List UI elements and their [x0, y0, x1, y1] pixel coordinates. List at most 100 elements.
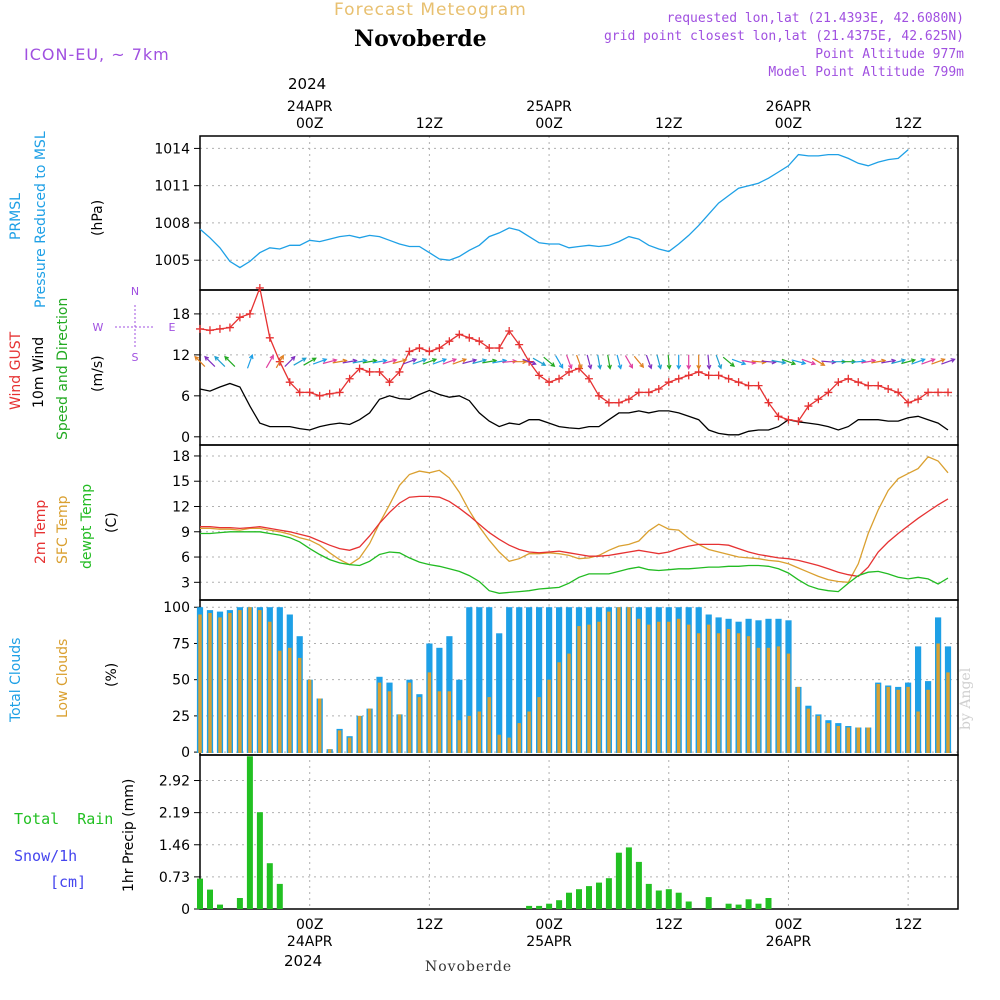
total-cloud-bar — [516, 607, 523, 753]
total-cloud-bar — [526, 607, 533, 753]
y-tick-label: 12 — [172, 499, 190, 515]
low-cloud-bar — [776, 646, 781, 753]
gust-marker — [515, 340, 524, 349]
rain-bar — [566, 892, 572, 909]
rain-bar — [615, 852, 622, 909]
low-cloud-bar — [816, 715, 821, 753]
low-cloud-bar — [876, 684, 880, 753]
low-cloud-bar — [288, 647, 292, 753]
low-cloud-bar — [856, 727, 860, 753]
low-cloud-bar — [647, 624, 651, 753]
low-cloud-bar — [756, 647, 761, 753]
gust-marker — [455, 330, 464, 339]
gust-marker — [644, 388, 653, 397]
low-cloud-bar — [896, 689, 900, 753]
bottom-time-label: 12Z — [416, 917, 443, 933]
low-cloud-bar — [617, 607, 621, 753]
rain-bar — [576, 889, 582, 909]
wind-direction-arrow — [607, 354, 612, 370]
gust-marker — [315, 391, 324, 400]
gust-marker — [654, 385, 663, 394]
rain-bar — [256, 812, 263, 909]
direction-label: Speed and Direction — [55, 297, 71, 440]
low-cloud-bar — [258, 610, 262, 753]
y-tick-label: 18 — [172, 449, 190, 465]
rain-bar — [605, 878, 612, 909]
model-altitude: Model Point Altitude 799m — [768, 65, 964, 80]
gust-marker — [664, 378, 673, 387]
low-cloud-bar — [796, 686, 801, 753]
gust-marker — [205, 326, 214, 335]
forecast-title: Forecast Meteogram — [334, 0, 527, 20]
low-cloud-bar — [946, 672, 950, 753]
low-cloud-bar — [806, 708, 811, 753]
bottom-time-label: 12Z — [655, 917, 682, 933]
gust-marker — [535, 371, 544, 380]
rain-bar — [735, 904, 742, 909]
low-cloud-bar — [347, 737, 352, 753]
wind-direction-arrow — [382, 358, 398, 365]
low-cloud-bar — [627, 607, 631, 753]
low-cloud-bar — [836, 726, 840, 753]
y-tick-label: 0 — [181, 745, 190, 761]
compass-cross — [115, 305, 155, 349]
temp-unit: (C) — [104, 512, 120, 533]
wind-direction-arrow — [686, 354, 692, 370]
y-tick-label: 1014 — [154, 141, 190, 157]
top-time-label: 12Z — [655, 116, 682, 132]
gust-marker — [634, 388, 643, 397]
total-cloud-bar — [536, 607, 543, 753]
y-tick-label: 15 — [172, 474, 190, 490]
wind-direction-arrow — [462, 358, 478, 365]
low-cloud-bar — [377, 682, 382, 753]
y-tick-label: 6 — [181, 550, 190, 566]
gust-label: Wind GUST — [8, 331, 24, 410]
low-cloud-bar — [916, 711, 920, 753]
rain-label: Total Rain — [14, 810, 114, 828]
wind-direction-arrow — [204, 355, 216, 368]
low-cloud-bar — [278, 650, 282, 753]
low-cloud-bar — [417, 697, 422, 753]
gust-marker — [794, 417, 803, 426]
wind-direction-arrow — [781, 358, 797, 366]
low-cloud-bar — [497, 734, 501, 753]
wind-direction-arrow — [715, 354, 723, 370]
gust-marker — [934, 388, 943, 397]
rain-bar — [705, 897, 712, 909]
wind-direction-arrow — [284, 355, 296, 368]
snow-unit-label: [cm] — [50, 873, 87, 891]
panel-frame-pressure — [199, 135, 959, 291]
wind-direction-arrow — [941, 358, 956, 365]
gust-marker — [734, 378, 743, 387]
wind-direction-arrow — [322, 358, 338, 365]
low-cloud-bar — [766, 647, 771, 753]
wind-direction-arrow — [246, 353, 254, 369]
gust-marker — [804, 402, 813, 411]
pressure-unit: (hPa) — [90, 199, 106, 236]
gust-marker — [674, 374, 683, 383]
rain-bar — [596, 882, 602, 909]
low-cloud-bar — [886, 686, 890, 753]
bottom-date-label: 26APR — [766, 934, 812, 950]
top-time-label: 00Z — [296, 116, 323, 132]
low-cloud-bar — [218, 617, 222, 753]
wind-direction-arrow — [676, 354, 682, 370]
rain-bar — [635, 861, 642, 909]
point-altitude: Point Altitude 977m — [815, 47, 964, 62]
gust-marker — [345, 374, 354, 383]
wind-direction-arrow — [633, 355, 645, 369]
low-cloud-bar — [687, 624, 691, 753]
bottom-date-label: 24APR — [287, 934, 333, 950]
y-tick-label: 9 — [181, 525, 190, 541]
gust-marker — [914, 395, 923, 404]
requested-coords: requested lon,lat (21.4393E, 42.6080N) — [666, 11, 964, 26]
wind-direction-arrow — [791, 359, 807, 366]
y-tick-label: 1005 — [154, 253, 190, 269]
grid-point-coords: grid point closest lon,lat (21.4375E, 42… — [603, 29, 964, 44]
gust-marker — [196, 324, 204, 333]
gust-marker — [265, 333, 274, 342]
wind-direction-arrow — [911, 358, 926, 365]
wind-direction-arrow — [706, 354, 712, 370]
dewpt-label: dewpt Temp — [79, 483, 95, 569]
